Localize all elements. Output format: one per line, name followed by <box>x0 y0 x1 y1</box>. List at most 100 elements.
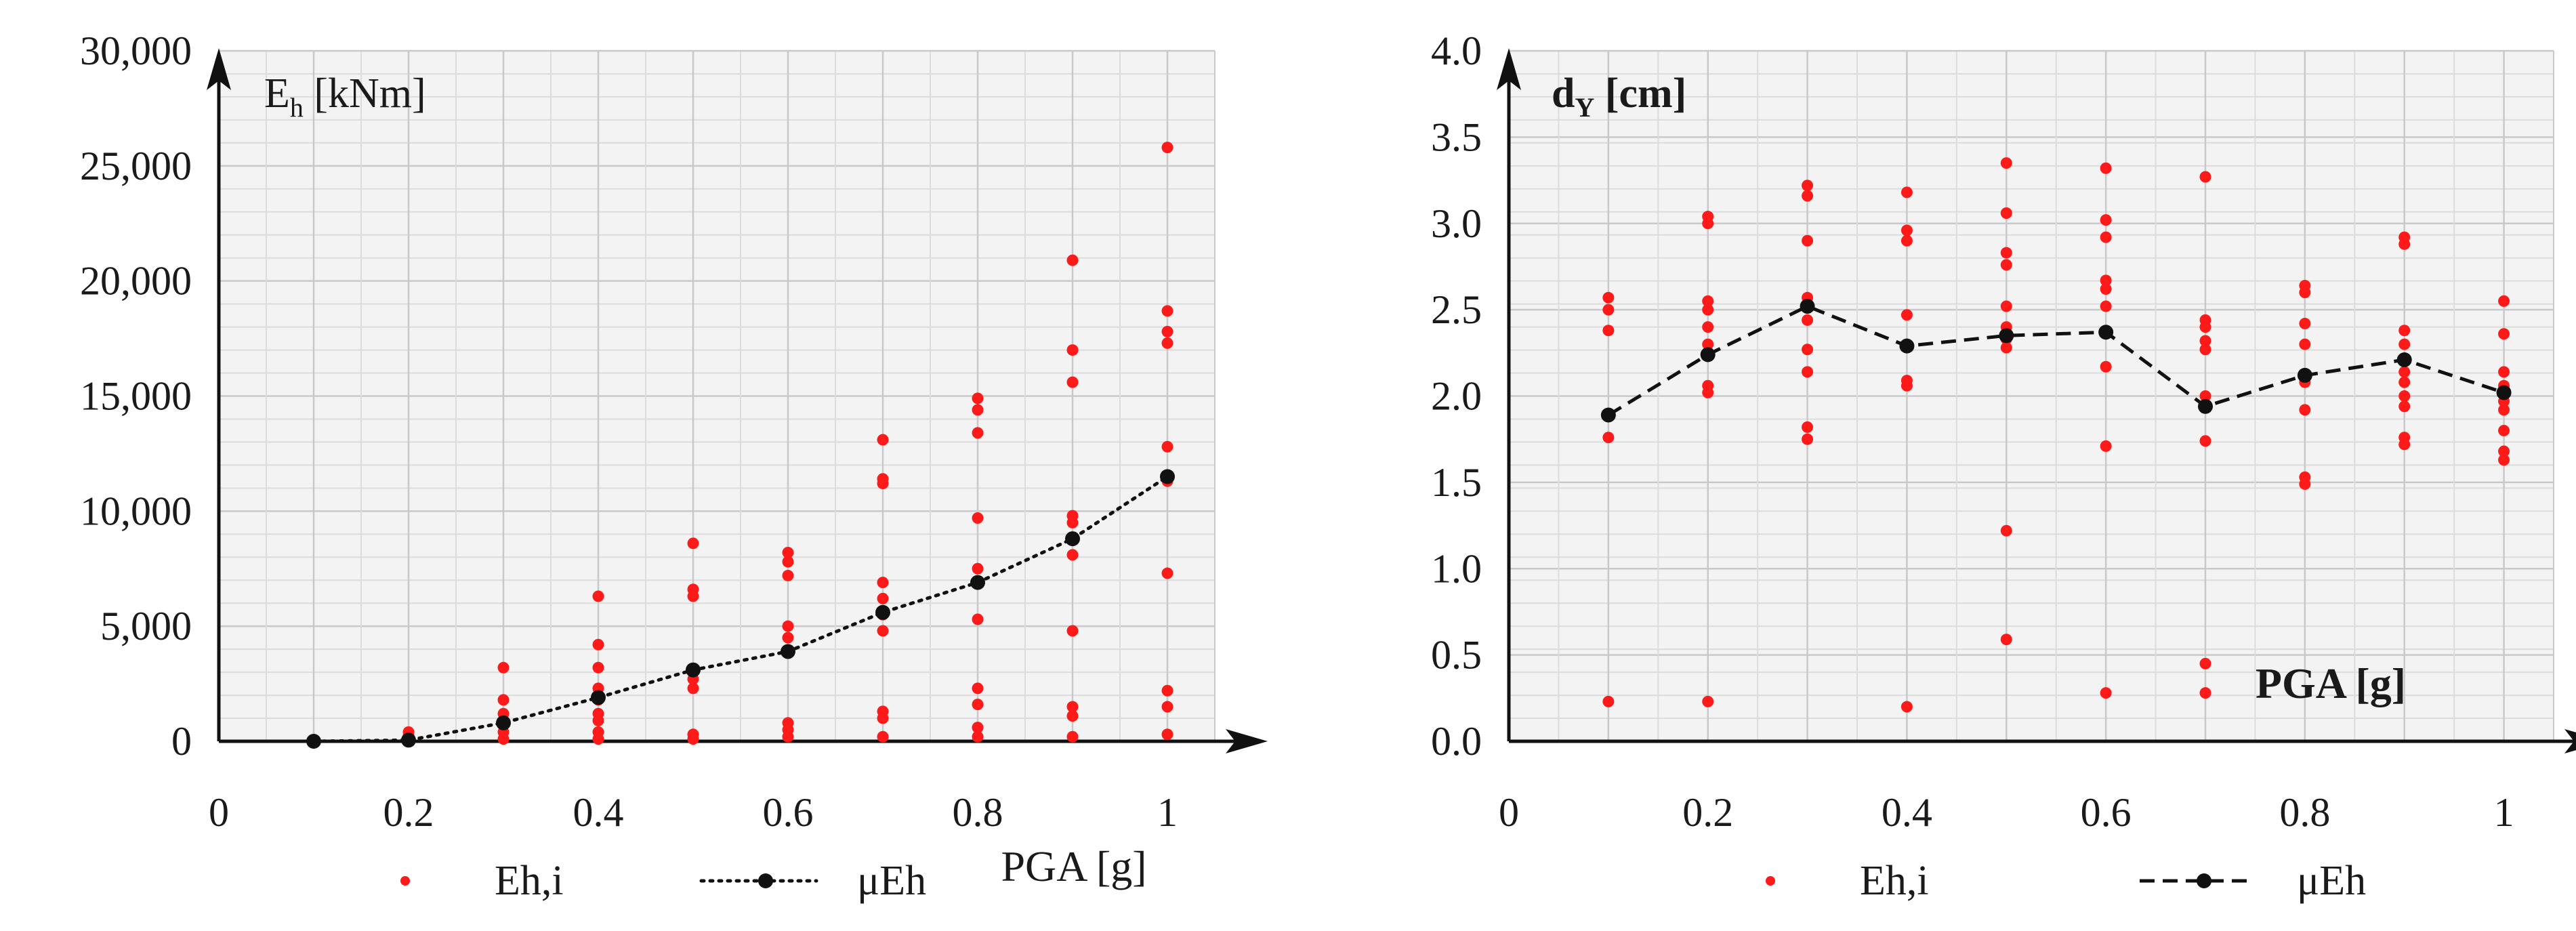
scatter-point <box>1802 314 1814 326</box>
y-tick-label: 10,000 <box>80 489 192 533</box>
y-tick-label: 20,000 <box>80 259 192 304</box>
scatter-point <box>2199 657 2211 669</box>
mean-point <box>781 644 795 659</box>
scatter-point <box>687 728 699 741</box>
scatter-point <box>2398 231 2411 243</box>
y-tick-label: 0.0 <box>1431 719 1482 764</box>
scatter-point <box>2498 445 2510 457</box>
scatter-point <box>2299 338 2311 350</box>
x-tick-label: 1 <box>1157 790 1178 835</box>
scatter-point <box>2199 335 2211 347</box>
scatter-point <box>2498 454 2510 466</box>
scatter-point <box>1702 338 1714 350</box>
scatter-point <box>782 620 794 632</box>
scatter-point <box>1161 325 1173 337</box>
scatter-point <box>1161 337 1173 349</box>
scatter-point <box>2299 279 2311 291</box>
mean-line <box>1607 304 2505 417</box>
scatter-point <box>1702 295 1714 307</box>
scatter-point <box>2100 231 2112 243</box>
scatter-point <box>2100 440 2112 452</box>
x-axis-arrow <box>1226 729 1268 753</box>
scatter-point <box>877 577 889 589</box>
mean-point <box>1700 347 1716 363</box>
chart-left: 0 5,000 10,000 15,000 20,000 25,000 30,000 0 0.2… <box>80 28 1268 904</box>
scatter-point <box>2498 295 2510 307</box>
legend-mean-marker <box>2197 873 2211 888</box>
scatter-point <box>1161 728 1173 741</box>
scatter-point <box>2000 634 2012 646</box>
scatter-point <box>2398 366 2411 378</box>
mean-point <box>1160 469 1175 484</box>
mean-point <box>2496 385 2512 400</box>
legend-mean-label: μEh <box>857 858 926 904</box>
scatter-point <box>972 682 984 695</box>
scatter-point <box>2000 207 2012 219</box>
scatter-point <box>497 661 510 674</box>
scatter-point <box>2498 404 2510 416</box>
scatter-point <box>1802 190 1814 202</box>
scatter-point <box>972 613 984 625</box>
scatter-point <box>1066 625 1079 637</box>
scatter-point <box>2000 247 2012 259</box>
mean-point <box>591 690 606 705</box>
x-tick-label: 1 <box>2494 790 2514 835</box>
y-axis-label-main: E <box>264 70 290 117</box>
scatter-point <box>972 699 984 711</box>
scatter-point <box>972 730 984 743</box>
scatter-point <box>2100 274 2112 287</box>
scatter-point <box>497 694 510 706</box>
scatter-point <box>1602 325 1615 337</box>
y-tick-label: 15,000 <box>80 374 192 419</box>
mean-point <box>2198 398 2213 414</box>
mean-point <box>1899 338 1915 354</box>
scatter-point <box>2299 404 2311 416</box>
scatter-point <box>687 583 699 596</box>
x-tick-label: 0.2 <box>1682 790 1733 835</box>
y-tick-label: 2.0 <box>1431 374 1482 419</box>
scatter-point <box>782 569 794 581</box>
mean-point <box>2098 325 2114 340</box>
mean-line <box>312 474 1169 743</box>
mean-point <box>401 732 416 748</box>
scatter-point <box>1802 421 1814 433</box>
x-axis-arrow <box>2564 729 2576 753</box>
y-axis-label-main: d <box>1552 70 1575 117</box>
scatter-point <box>877 592 889 604</box>
scatter-point <box>1161 701 1173 713</box>
legend-mean-label: μEh <box>2297 858 2366 904</box>
scatter-point <box>2398 390 2411 402</box>
y-axis-label-unit: [cm] <box>1594 70 1686 117</box>
scatter-point <box>2000 259 2012 271</box>
scatter-point <box>2398 338 2411 350</box>
scatter-point <box>2100 687 2112 699</box>
scatter-point <box>2100 162 2112 174</box>
y-tick-label: 3.5 <box>1431 115 1482 159</box>
scatter-point <box>2299 318 2311 330</box>
scatter-point <box>1900 224 1913 236</box>
y-tick-label: 1.0 <box>1431 546 1482 591</box>
scatter-point <box>1702 379 1714 392</box>
y-tick-label: 2.5 <box>1431 287 1482 332</box>
scatter-point <box>1066 376 1079 388</box>
scatter-point <box>1602 695 1615 707</box>
y-tick-label: 30,000 <box>80 28 192 73</box>
scatter-point <box>1900 234 1913 247</box>
mean-point <box>970 575 985 590</box>
scatter-point <box>1702 695 1714 707</box>
y-tick-label: 4.0 <box>1431 28 1482 73</box>
scatter-point <box>1161 142 1173 154</box>
scatter-point <box>592 726 604 738</box>
scatter-point <box>1702 321 1714 333</box>
scatter-point <box>782 632 794 644</box>
x-tick-label: 0.6 <box>763 790 814 835</box>
x-tick-label: 0.8 <box>953 790 1003 835</box>
legend-scatter-label: Eh,i <box>1860 858 1929 904</box>
scatter-point <box>2100 360 2112 373</box>
scatter-point <box>1066 254 1079 266</box>
scatter-point <box>2398 400 2411 413</box>
scatter-point <box>2498 366 2510 378</box>
scatter-point <box>2199 390 2211 402</box>
scatter-point <box>2199 171 2211 183</box>
mean-point <box>1065 531 1080 547</box>
